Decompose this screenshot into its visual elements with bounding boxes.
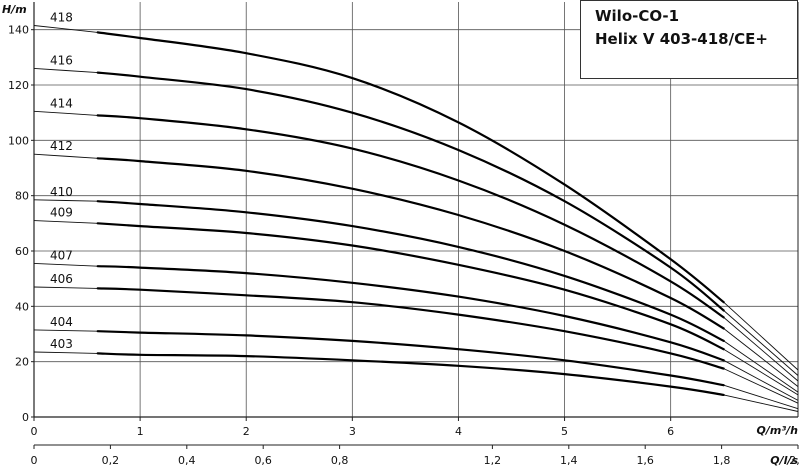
- x-tick-label: 1: [137, 425, 144, 438]
- x2-tick-label: 0: [31, 454, 38, 467]
- curve-416: [96, 71, 725, 312]
- curve-label-406: 406: [50, 272, 73, 286]
- curve-412: [96, 157, 725, 330]
- curve-418-leadin: [33, 25, 98, 33]
- curve-414-leadin: [33, 110, 98, 116]
- curve-404-tail: [723, 384, 799, 410]
- x2-tick-label: 1,6: [636, 454, 654, 467]
- curve-403: [96, 352, 725, 396]
- x2-tick-label: 0,8: [331, 454, 349, 467]
- x-tick-label: 6: [667, 425, 674, 438]
- curve-409-leadin: [33, 220, 98, 224]
- x-axis-label-ls: Q/l/s: [770, 454, 798, 467]
- x-tick-label: 5: [561, 425, 568, 438]
- x2-tick-label: 1,4: [560, 454, 578, 467]
- curve-406: [96, 287, 725, 370]
- curve-label-416: 416: [50, 53, 73, 67]
- curve-406-tail: [723, 368, 799, 404]
- y-tick-label: 140: [8, 24, 29, 37]
- curve-label-410: 410: [50, 185, 73, 199]
- x-axis-label-m3h: Q/m³/h: [757, 424, 799, 437]
- pump-curves: [33, 25, 799, 412]
- curve-410-tail: [723, 340, 799, 393]
- curve-labels: 418 416 414 412 410 409 407 406 404 403: [50, 11, 73, 351]
- chart-title-line-2: Helix V 403-418/CE+: [595, 30, 768, 48]
- x2-tick-label: 0,2: [102, 454, 120, 467]
- curve-416-leadin: [33, 67, 98, 74]
- curve-414: [96, 114, 725, 319]
- curve-label-418: 418: [50, 11, 73, 25]
- curve-404: [96, 330, 725, 387]
- curve-label-414: 414: [50, 96, 73, 110]
- curve-418-tail: [723, 301, 799, 371]
- x2-tick-label: 0,6: [254, 454, 272, 467]
- y-tick-label: 100: [8, 134, 29, 147]
- curve-409: [96, 222, 725, 351]
- chart-title-box: Wilo-CO-1 Helix V 403-418/CE+: [580, 0, 798, 79]
- x-tick-label: 0: [31, 425, 38, 438]
- curve-label-407: 407: [50, 248, 73, 262]
- curve-414-tail: [723, 317, 799, 382]
- y-tick-label: 120: [8, 79, 29, 92]
- x2-tick-label: 2,0: [789, 454, 800, 467]
- y-axis-label: H/m: [2, 3, 27, 16]
- curve-410: [96, 200, 725, 342]
- curve-418: [96, 31, 725, 304]
- curve-410-leadin: [33, 199, 98, 202]
- y-tick-label: 80: [15, 190, 29, 203]
- curve-407-tail: [723, 359, 799, 401]
- curve-404-leadin: [33, 329, 98, 332]
- curve-403-leadin: [33, 351, 98, 354]
- x2-tick-label: 1,2: [484, 454, 502, 467]
- x-tick-label: 4: [455, 425, 462, 438]
- curve-label-403: 403: [50, 337, 73, 351]
- y-tick-label: 0: [22, 411, 29, 424]
- chart-title-line-1: Wilo-CO-1: [595, 7, 680, 25]
- axes: [31, 2, 799, 449]
- x2-tick-label: 0,4: [178, 454, 196, 467]
- curve-407-leadin: [33, 262, 98, 267]
- curve-409-tail: [723, 348, 799, 396]
- curve-label-412: 412: [50, 139, 73, 153]
- curve-406-leadin: [33, 286, 98, 289]
- curve-416-tail: [723, 310, 799, 376]
- curve-412-leadin: [33, 153, 98, 159]
- x-tick-label: 2: [243, 425, 250, 438]
- curve-label-409: 409: [50, 206, 73, 220]
- x2-tick-label: 1,8: [713, 454, 731, 467]
- y-tick-label: 60: [15, 245, 29, 258]
- x-tick-label: 3: [349, 425, 356, 438]
- y-tick-label: 20: [15, 356, 29, 369]
- curve-407: [96, 265, 725, 362]
- y-tick-label: 40: [15, 300, 29, 313]
- curve-label-404: 404: [50, 315, 73, 329]
- curve-412-tail: [723, 328, 799, 387]
- curve-403-tail: [723, 394, 799, 412]
